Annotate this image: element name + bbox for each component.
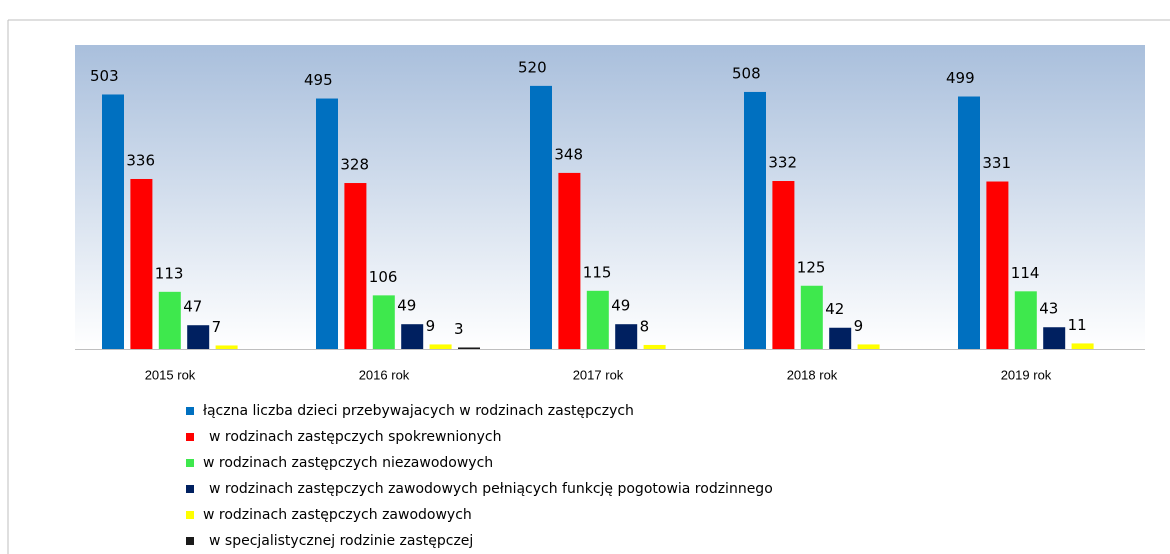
data-label: 49 bbox=[611, 297, 630, 315]
data-label: 9 bbox=[426, 317, 436, 335]
x-tick-label: 2019 rok bbox=[1001, 367, 1052, 382]
bar bbox=[130, 178, 153, 349]
data-label: 336 bbox=[126, 151, 155, 169]
legend-swatch bbox=[186, 459, 194, 467]
data-label: 115 bbox=[583, 263, 612, 281]
bar bbox=[316, 98, 338, 349]
bar bbox=[530, 85, 552, 349]
data-label: 495 bbox=[304, 71, 333, 89]
data-label: 328 bbox=[340, 156, 369, 174]
bar bbox=[1014, 291, 1037, 349]
bar bbox=[558, 172, 581, 349]
bar bbox=[643, 344, 666, 349]
x-tick-label: 2017 rok bbox=[573, 367, 624, 382]
data-label: 43 bbox=[1039, 300, 1058, 318]
legend-label: w specjalistycznej rodzinie zastępczej bbox=[209, 533, 473, 549]
bar bbox=[372, 295, 395, 349]
legend-label: w rodzinach zastępczych zawodowych bbox=[203, 507, 472, 523]
data-label: 503 bbox=[90, 67, 119, 85]
data-label: 8 bbox=[640, 317, 650, 335]
x-tick-label: 2016 rok bbox=[359, 367, 410, 382]
bar bbox=[187, 325, 210, 349]
data-label: 42 bbox=[825, 300, 844, 318]
data-label: 348 bbox=[554, 145, 583, 163]
data-label: 114 bbox=[1011, 264, 1040, 282]
bar bbox=[958, 96, 980, 349]
bar bbox=[429, 344, 452, 349]
bar bbox=[215, 345, 238, 349]
bar bbox=[102, 94, 124, 350]
bar bbox=[1043, 327, 1066, 349]
legend-label: w rodzinach zastępczych spokrewnionych bbox=[209, 429, 502, 445]
data-label: 3 bbox=[454, 320, 464, 338]
bar bbox=[344, 183, 367, 349]
data-label: 331 bbox=[982, 154, 1011, 172]
bar bbox=[401, 324, 424, 349]
data-label: 113 bbox=[155, 264, 184, 282]
bar bbox=[772, 181, 795, 349]
legend-swatch bbox=[186, 485, 194, 493]
data-label: 332 bbox=[768, 154, 797, 172]
data-label: 49 bbox=[397, 297, 416, 315]
bar bbox=[800, 285, 823, 349]
legend-swatch bbox=[186, 407, 194, 415]
data-label: 106 bbox=[369, 268, 398, 286]
data-label: 125 bbox=[797, 258, 826, 276]
bar bbox=[615, 324, 638, 349]
bar bbox=[744, 91, 766, 350]
bar bbox=[857, 344, 880, 349]
data-label: 9 bbox=[854, 317, 864, 335]
data-label: 11 bbox=[1068, 316, 1087, 334]
x-tick-label: 2015 rok bbox=[145, 367, 196, 382]
bar bbox=[458, 347, 480, 349]
data-label: 47 bbox=[183, 298, 202, 316]
bar bbox=[586, 290, 609, 349]
data-label: 520 bbox=[518, 58, 547, 76]
bar bbox=[1071, 343, 1094, 349]
x-tick-label: 2018 rok bbox=[787, 367, 838, 382]
bar bbox=[986, 181, 1009, 349]
bar bbox=[829, 327, 852, 349]
plot-area bbox=[75, 45, 1145, 349]
data-label: 7 bbox=[212, 318, 222, 336]
legend-label: w rodzinach zastępczych niezawodowych bbox=[203, 455, 493, 471]
data-label: 508 bbox=[732, 64, 761, 82]
legend-swatch bbox=[186, 433, 194, 441]
legend-swatch bbox=[186, 511, 194, 519]
data-label: 499 bbox=[946, 69, 975, 87]
bar bbox=[158, 291, 181, 349]
legend-label: w rodzinach zastępczych zawodowych pełni… bbox=[209, 481, 773, 497]
legend-swatch bbox=[186, 537, 194, 545]
legend-label: łączna liczba dzieci przebywajacych w ro… bbox=[203, 403, 634, 419]
